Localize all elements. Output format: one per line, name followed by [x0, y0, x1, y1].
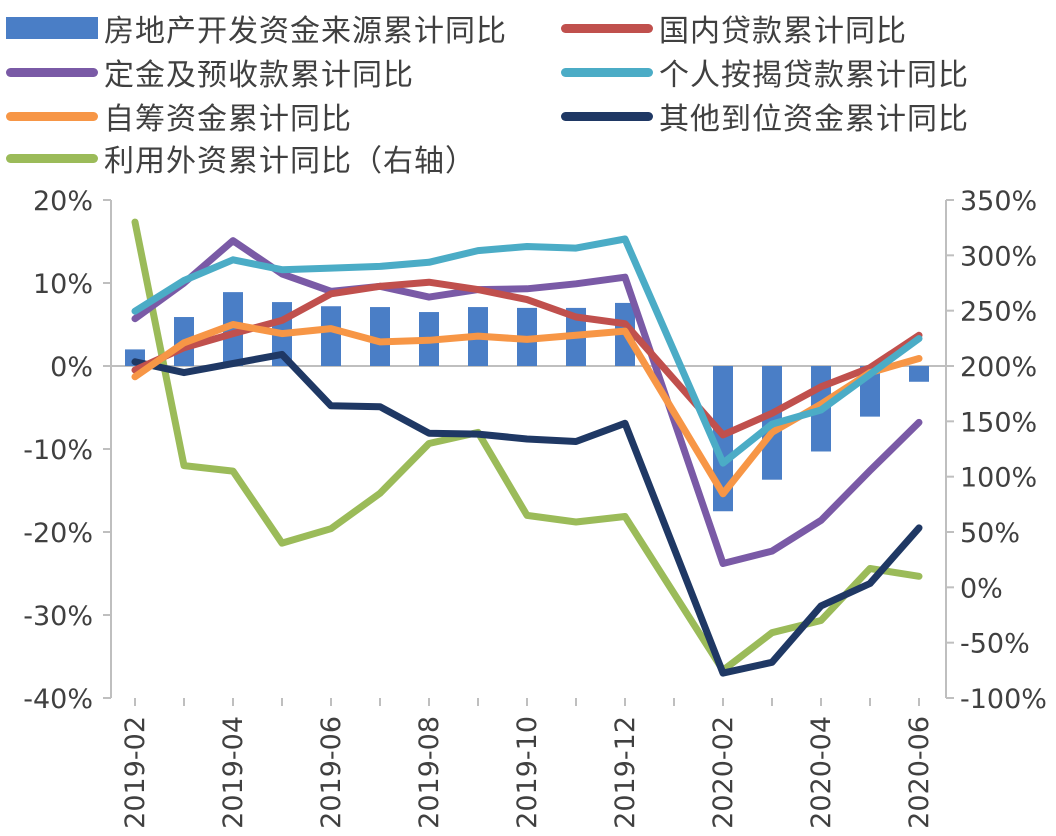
x-tick-label: 2019-06 [316, 716, 347, 829]
series-line [131, 350, 923, 677]
x-tick-label: 2020-02 [708, 716, 739, 829]
left-tick-label: -40% [23, 684, 93, 715]
left-tick-label: 10% [33, 269, 93, 300]
legend-item-other-funds: 其他到位资金累计同比 [555, 96, 969, 137]
left-tick-label: -30% [23, 601, 93, 632]
legend-label: 利用外资累计同比（右轴） [104, 144, 476, 179]
bar [370, 307, 390, 366]
right-tick-label: -100% [960, 684, 1047, 715]
legend-swatch-line [561, 111, 653, 121]
legend-item-funding-sources: 房地产开发资金来源累计同比 [0, 8, 507, 49]
legend-item-foreign-capital: 利用外资累计同比（右轴） [0, 138, 476, 179]
series-line [131, 237, 923, 567]
legend-item-domestic-loans: 国内贷款累计同比 [555, 8, 907, 49]
legend-label: 定金及预收款累计同比 [104, 58, 414, 93]
legend-label: 国内贷款累计同比 [659, 14, 907, 49]
right-tick-label: 350% [960, 186, 1037, 217]
legend-swatch-line [6, 111, 98, 121]
left-tick-label: -10% [23, 435, 93, 466]
right-tick-label: 200% [960, 352, 1037, 383]
legend-swatch-line [6, 67, 98, 77]
legend-label: 其他到位资金累计同比 [659, 102, 969, 137]
legend-swatch-line [6, 153, 98, 163]
left-tick-label: 20% [33, 186, 93, 217]
right-tick-label: 0% [960, 573, 1003, 604]
legend: 房地产开发资金来源累计同比 国内贷款累计同比 定金及预收款累计同比 个人按揭贷款… [0, 0, 1056, 180]
x-tick-label: 2019-02 [120, 716, 151, 829]
legend-item-deposits-advances: 定金及预收款累计同比 [0, 52, 414, 93]
right-tick-label: -50% [960, 629, 1030, 660]
x-tick-label: 2019-10 [512, 716, 543, 829]
legend-swatch-bar [6, 17, 98, 39]
right-tick-label: 50% [960, 518, 1020, 549]
legend-label: 自筹资金累计同比 [104, 102, 352, 137]
right-tick-label: 150% [960, 407, 1037, 438]
bar [321, 306, 341, 366]
bar [909, 366, 929, 382]
left-tick-label: 0% [50, 352, 93, 383]
series-line [131, 218, 923, 674]
bar [713, 366, 733, 512]
x-tick-label: 2020-06 [904, 716, 935, 829]
x-tick-label: 2020-04 [806, 716, 837, 829]
legend-swatch-line [561, 23, 653, 33]
legend-swatch-line [561, 67, 653, 77]
x-tick-label: 2019-12 [610, 716, 641, 829]
series-line [131, 235, 923, 467]
left-tick-label: -20% [23, 518, 93, 549]
legend-item-mortgage-loans: 个人按揭贷款累计同比 [555, 52, 969, 93]
x-tick-label: 2019-04 [218, 716, 249, 829]
x-tick-label: 2019-08 [414, 716, 445, 829]
legend-label: 房地产开发资金来源累计同比 [104, 14, 507, 49]
right-tick-label: 250% [960, 297, 1037, 328]
legend-item-self-raised: 自筹资金累计同比 [0, 96, 352, 137]
right-tick-label: 300% [960, 241, 1037, 272]
right-tick-label: 100% [960, 463, 1037, 494]
bar [223, 292, 243, 366]
legend-label: 个人按揭贷款累计同比 [659, 58, 969, 93]
